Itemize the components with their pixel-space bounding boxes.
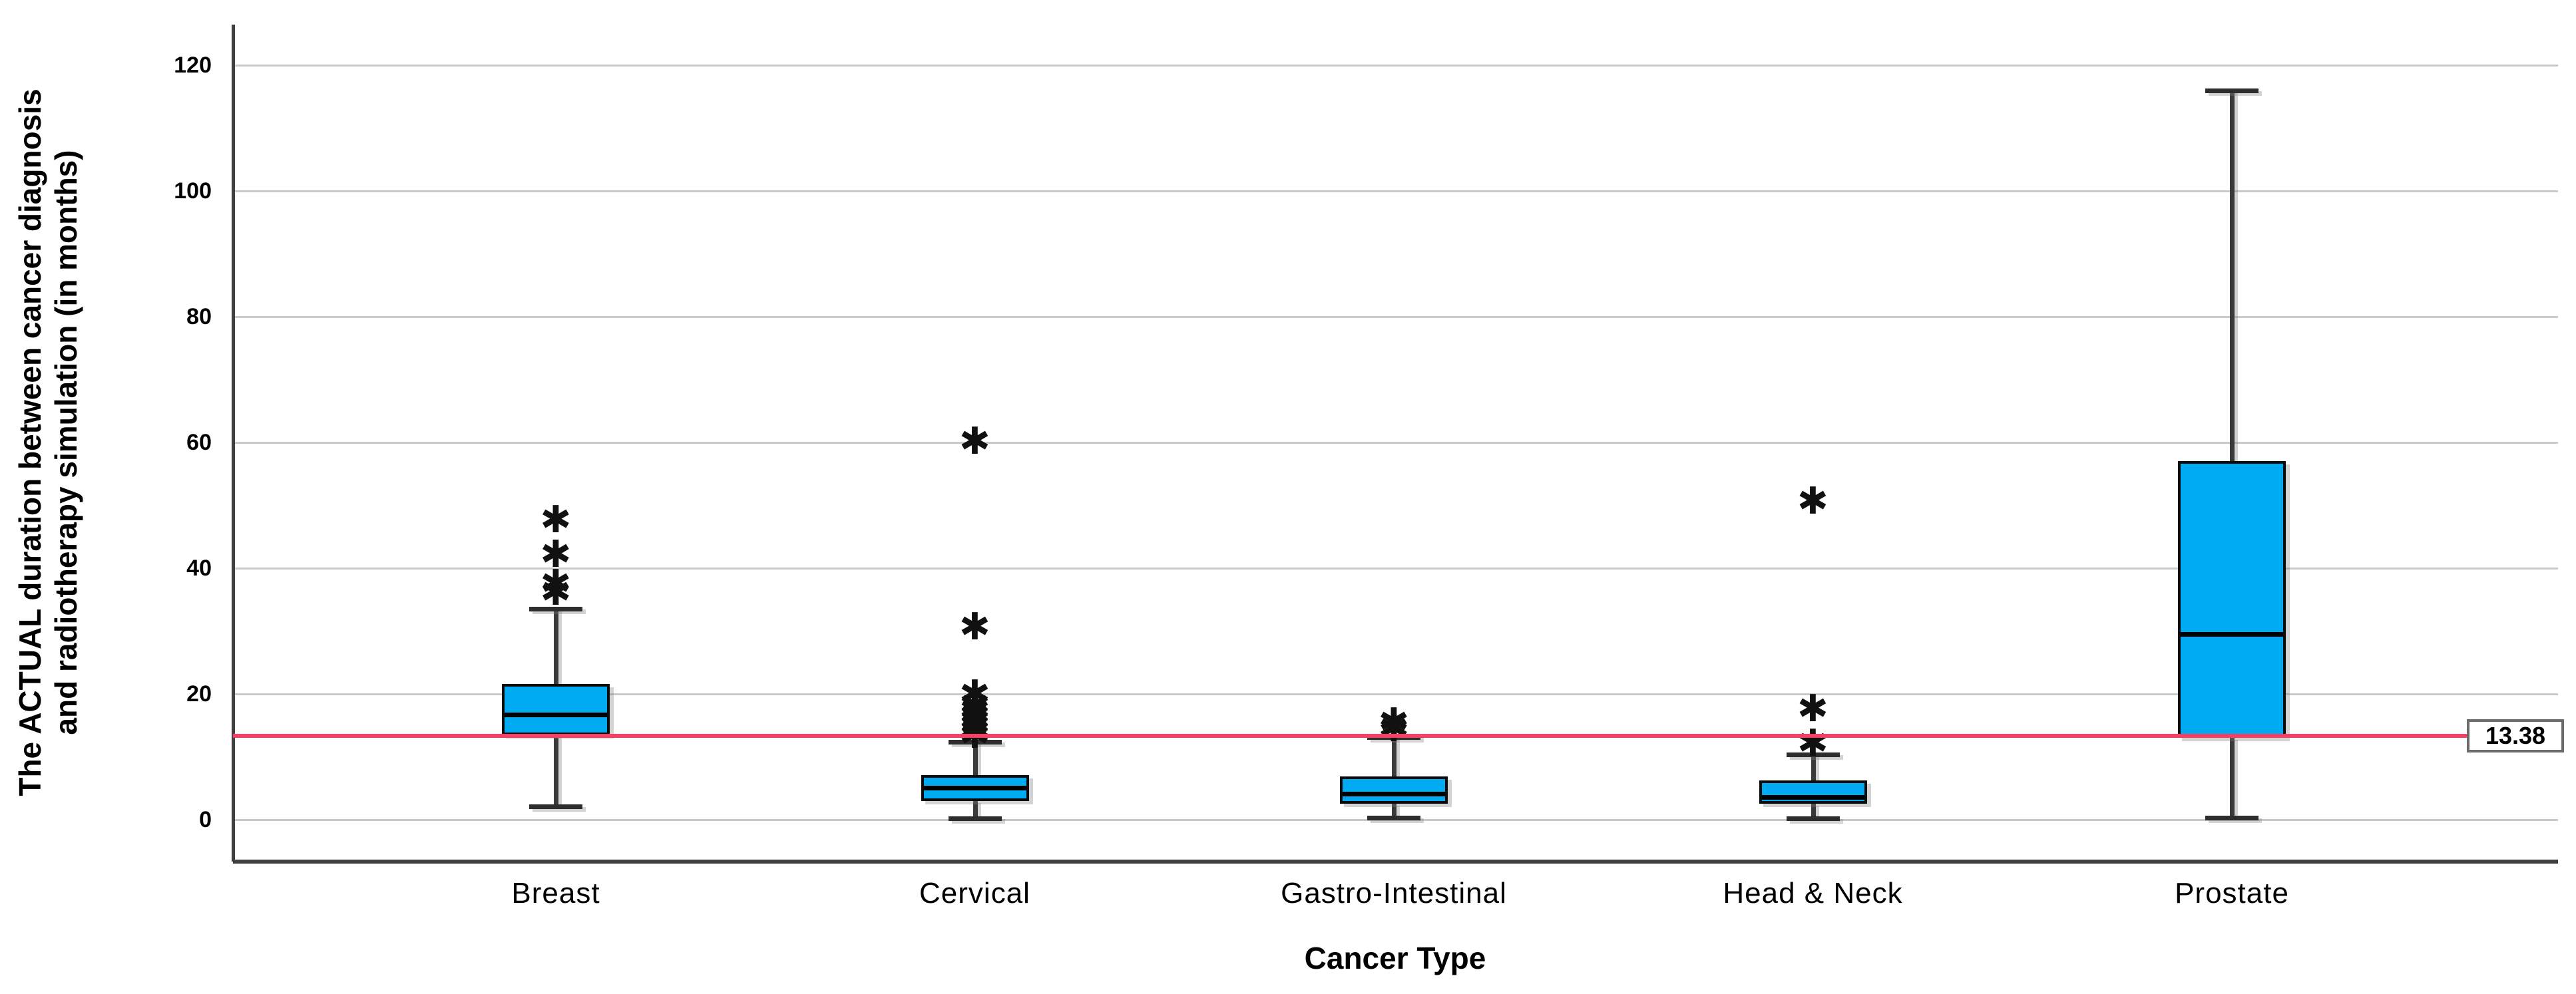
category-label-4: Head & Neck bbox=[1723, 877, 1903, 910]
outlier-marker-2-10: ✱ bbox=[959, 420, 990, 463]
median-line-4 bbox=[1761, 794, 1864, 800]
median-line-3 bbox=[1343, 792, 1445, 797]
upper-whisker-3 bbox=[1392, 737, 1396, 776]
ytick-label-120: 120 bbox=[174, 53, 212, 78]
upper-whisker-1 bbox=[554, 609, 558, 684]
outlier-marker-4-2: ✱ bbox=[1797, 687, 1828, 731]
min-cap-4 bbox=[1786, 816, 1840, 822]
min-cap-3 bbox=[1367, 816, 1420, 821]
ytick-label-20: 20 bbox=[186, 681, 212, 707]
gridline-60 bbox=[233, 442, 2558, 444]
lower-whisker-4 bbox=[1811, 804, 1816, 819]
outlier-marker-1-2: ✱ bbox=[540, 562, 572, 605]
outlier-marker-2-6: ✱ bbox=[959, 689, 990, 733]
ytick-label-80: 80 bbox=[186, 304, 212, 329]
gridline-120 bbox=[233, 65, 2558, 67]
outlier-marker-4-3: ✱ bbox=[1797, 479, 1828, 523]
outlier-marker-1-4: ✱ bbox=[540, 498, 572, 542]
category-label-1: Breast bbox=[511, 877, 600, 910]
median-line-2 bbox=[923, 785, 1026, 790]
max-cap-3 bbox=[1367, 735, 1420, 741]
outlier-marker-2-7: ✱ bbox=[959, 683, 990, 727]
min-cap-2 bbox=[948, 816, 1002, 822]
max-cap-5 bbox=[2205, 88, 2258, 93]
gridline-100 bbox=[233, 190, 2558, 192]
upper-whisker-5 bbox=[2230, 90, 2235, 462]
min-cap-5 bbox=[2205, 816, 2258, 821]
y-axis-title-line1: The ACTUAL duration between cancer diagn… bbox=[13, 88, 47, 796]
outlier-marker-3-2: ✱ bbox=[1378, 701, 1410, 745]
gridline-80 bbox=[233, 316, 2558, 318]
max-cap-4 bbox=[1786, 752, 1840, 757]
outlier-marker-1-3: ✱ bbox=[540, 533, 572, 577]
category-label-5: Prostate bbox=[2175, 877, 2289, 910]
outlier-marker-4-1: ✱ bbox=[1797, 721, 1828, 765]
category-label-3: Gastro-Intestinal bbox=[1281, 877, 1507, 910]
box-5 bbox=[2178, 461, 2286, 739]
category-label-2: Cervical bbox=[919, 877, 1030, 910]
ytick-label-100: 100 bbox=[174, 178, 212, 204]
y-axis-title: The ACTUAL duration between cancer diagn… bbox=[12, 30, 84, 855]
lower-whisker-5 bbox=[2230, 738, 2235, 818]
upper-whisker-4 bbox=[1811, 754, 1816, 781]
lower-whisker-1 bbox=[554, 735, 558, 807]
outlier-marker-2-5: ✱ bbox=[959, 694, 990, 738]
ytick-label-0: 0 bbox=[199, 807, 212, 832]
x-axis-line bbox=[233, 860, 2558, 864]
lower-whisker-2 bbox=[972, 800, 978, 819]
gridline-40 bbox=[233, 568, 2558, 570]
outlier-marker-2-3: ✱ bbox=[959, 704, 990, 748]
ytick-label-40: 40 bbox=[186, 556, 212, 581]
box-4 bbox=[1759, 780, 1867, 804]
outlier-marker-2-8: ✱ bbox=[959, 672, 990, 716]
outlier-marker-1-1: ✱ bbox=[540, 570, 572, 614]
outlier-marker-2-2: ✱ bbox=[959, 709, 990, 752]
max-cap-1 bbox=[529, 607, 582, 612]
median-line-1 bbox=[505, 713, 607, 718]
box-1 bbox=[502, 683, 610, 736]
median-line-5 bbox=[2181, 632, 2283, 637]
ytick-label-60: 60 bbox=[186, 430, 212, 455]
min-cap-1 bbox=[529, 804, 582, 810]
box-3 bbox=[1340, 776, 1448, 804]
lower-whisker-3 bbox=[1392, 804, 1396, 818]
outlier-marker-2-9: ✱ bbox=[959, 605, 990, 649]
reference-line bbox=[233, 733, 2558, 738]
gridline-20 bbox=[233, 693, 2558, 695]
max-cap-2 bbox=[948, 739, 1002, 745]
outlier-marker-3-1: ✱ bbox=[1378, 707, 1410, 750]
upper-whisker-2 bbox=[972, 741, 978, 775]
x-axis-title: Cancer Type bbox=[1304, 941, 1486, 975]
reference-line-label: 13.38 bbox=[2467, 719, 2564, 752]
y-axis-line bbox=[232, 25, 235, 862]
